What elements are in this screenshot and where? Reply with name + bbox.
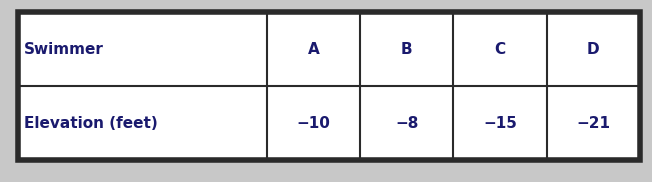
Bar: [18, 12, 640, 160]
Text: Swimmer: Swimmer: [24, 41, 104, 56]
Bar: [18, 12, 640, 160]
Text: D: D: [587, 41, 600, 56]
Text: −10: −10: [297, 116, 331, 130]
Bar: [18, 12, 640, 160]
Text: Elevation (feet): Elevation (feet): [24, 116, 158, 130]
Text: −15: −15: [483, 116, 517, 130]
Text: −8: −8: [395, 116, 419, 130]
Text: A: A: [308, 41, 319, 56]
Text: C: C: [494, 41, 505, 56]
Text: −21: −21: [576, 116, 610, 130]
Text: B: B: [401, 41, 413, 56]
